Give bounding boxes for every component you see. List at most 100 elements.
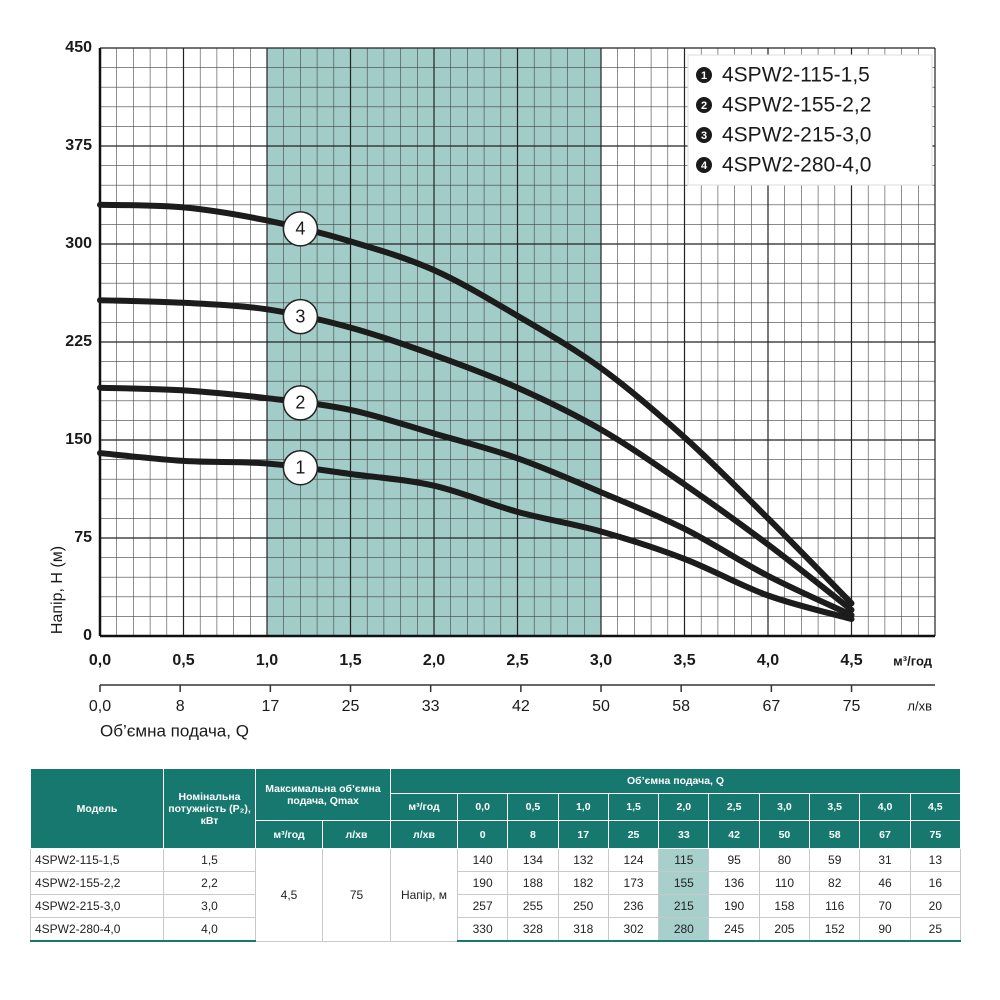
model-cell: 4SPW2-280-4,0 bbox=[30, 917, 164, 942]
x2-tick-label: 17 bbox=[261, 698, 279, 715]
x-tick-label: 1,5 bbox=[339, 652, 361, 669]
header-cell: 33 bbox=[658, 820, 710, 849]
legend-box bbox=[687, 54, 933, 186]
x-tick-label: 0,0 bbox=[89, 652, 111, 669]
value-cell: 115 bbox=[658, 848, 710, 872]
value-cell: 132 bbox=[557, 848, 609, 872]
header-cell: 4,0 bbox=[859, 793, 911, 821]
curve-marker bbox=[282, 298, 319, 335]
value-cell: 80 bbox=[758, 848, 811, 872]
header-cell: 58 bbox=[809, 820, 861, 849]
value-cell: 330 bbox=[456, 917, 509, 942]
legend-label: 4SPW2-155-2,2 bbox=[722, 94, 871, 117]
power-cell: 1,5 bbox=[163, 848, 256, 872]
header-cell: 1,0 bbox=[557, 793, 609, 821]
header-cell: 0,5 bbox=[507, 793, 559, 821]
value-cell: 182 bbox=[557, 871, 609, 895]
legend-badge-label: 3 bbox=[701, 130, 707, 142]
pump-curve bbox=[97, 297, 855, 613]
model-cell: 4SPW2-115-1,5 bbox=[30, 848, 164, 872]
value-cell: 134 bbox=[507, 848, 559, 872]
legend-badge bbox=[696, 67, 712, 83]
header-cell: Об’ємна подача, Q bbox=[389, 768, 962, 794]
header-cell: 8 bbox=[507, 820, 559, 849]
value-cell: 190 bbox=[456, 871, 509, 895]
value-cell: 190 bbox=[708, 894, 760, 918]
legend-label: 4SPW2-215-3,0 bbox=[722, 124, 871, 147]
value-cell: 20 bbox=[909, 894, 962, 918]
value-cell: 280 bbox=[658, 917, 710, 942]
value-cell: 25 bbox=[909, 917, 962, 942]
header-cell: 0 bbox=[456, 820, 509, 849]
x-tick-label: 3,5 bbox=[673, 652, 695, 669]
pump-curve bbox=[97, 201, 855, 607]
value-cell: 302 bbox=[607, 917, 660, 942]
value-cell: 215 bbox=[658, 894, 710, 918]
header-cell: 42 bbox=[708, 820, 760, 849]
y-tick-label: 150 bbox=[65, 431, 92, 448]
table-row: 4SPW2-215-3,0 3,0 257 255 250 236 215 190 158 116… bbox=[30, 894, 962, 918]
x2-tick-label: 42 bbox=[512, 698, 530, 715]
value-cell: 140 bbox=[456, 848, 509, 872]
power-cell: 3,0 bbox=[163, 894, 256, 918]
curve-marker bbox=[282, 449, 319, 486]
value-cell: 245 bbox=[708, 917, 760, 942]
value-cell: 158 bbox=[758, 894, 811, 918]
x-tick-label: 4,5 bbox=[840, 652, 862, 669]
header-cell: м³/год bbox=[255, 820, 323, 849]
value-cell: 110 bbox=[758, 871, 811, 895]
value-cell: 173 bbox=[607, 871, 660, 895]
value-cell: 46 bbox=[859, 871, 911, 895]
header-cell: 67 bbox=[859, 820, 911, 849]
x2-tick-label: 75 bbox=[843, 698, 861, 715]
x-tick-label: 4,0 bbox=[757, 652, 779, 669]
legend-label: 4SPW2-280-4,0 bbox=[722, 154, 871, 177]
x2-tick-label: 50 bbox=[592, 698, 610, 715]
chart: м³/год л/хв Об’ємна подача, Q Напір, H (… bbox=[49, 39, 936, 740]
curve-marker-label: 4 bbox=[295, 219, 305, 239]
legend-badge-label: 1 bbox=[701, 70, 707, 82]
header-cell: л/хв bbox=[390, 820, 458, 849]
value-cell: 257 bbox=[456, 894, 509, 918]
merged-cell: 4,5 bbox=[255, 848, 323, 942]
curve-marker-label: 2 bbox=[295, 393, 305, 413]
value-cell: 82 bbox=[809, 871, 861, 895]
value-cell: 124 bbox=[607, 848, 660, 872]
header-cell: Модель bbox=[30, 768, 164, 849]
header-cell: 25 bbox=[607, 820, 660, 849]
merged-cell: Напір, м bbox=[390, 848, 458, 942]
header-cell: 3,5 bbox=[809, 793, 861, 821]
model-cell: 4SPW2-155-2,2 bbox=[30, 871, 164, 895]
x2-tick-label: 33 bbox=[422, 698, 440, 715]
header-cell: 2,5 bbox=[708, 793, 760, 821]
header-cell: 2,0 bbox=[658, 793, 710, 821]
table-row: 4SPW2-115-1,5 1,5 4,5 75 Напір, м 140 134 132 12… bbox=[30, 848, 962, 942]
value-cell: 13 bbox=[909, 848, 962, 872]
header-cell: л/хв bbox=[322, 820, 391, 849]
value-cell: 59 bbox=[809, 848, 861, 872]
value-cell: 16 bbox=[909, 871, 962, 895]
y-tick-label: 0 bbox=[83, 627, 92, 644]
y-axis-title: Напір, H (м) bbox=[49, 546, 66, 634]
value-cell: 31 bbox=[859, 848, 911, 872]
header-cell: 4,5 bbox=[909, 793, 962, 821]
y-tick-label: 450 bbox=[65, 39, 92, 56]
pump-curve bbox=[97, 450, 855, 623]
y-tick-label: 300 bbox=[65, 235, 92, 252]
table-row: 4SPW2-155-2,2 2,2 190 188 182 173 155 136 110 82 4… bbox=[30, 871, 962, 895]
legend-badge bbox=[696, 157, 712, 173]
curve-marker bbox=[282, 211, 319, 247]
y-tick-label: 75 bbox=[74, 529, 92, 546]
curve-marker-label: 1 bbox=[295, 457, 305, 477]
model-cell: 4SPW2-215-3,0 bbox=[30, 894, 164, 918]
value-cell: 95 bbox=[708, 848, 760, 872]
x2-tick-label: 0,0 bbox=[89, 698, 111, 715]
power-cell: 2,2 bbox=[163, 871, 256, 895]
table-row: 4SPW2-280-4,0 4,0 330 328 318 302 280 245 205 152… bbox=[30, 917, 962, 942]
pump-curve bbox=[97, 384, 855, 619]
header-cell: 0,0 bbox=[456, 793, 509, 821]
header-cell: 3,0 bbox=[758, 793, 811, 821]
header-cell: 50 bbox=[758, 820, 811, 849]
legend-badge bbox=[696, 127, 712, 143]
legend-badge-label: 2 bbox=[701, 100, 707, 112]
